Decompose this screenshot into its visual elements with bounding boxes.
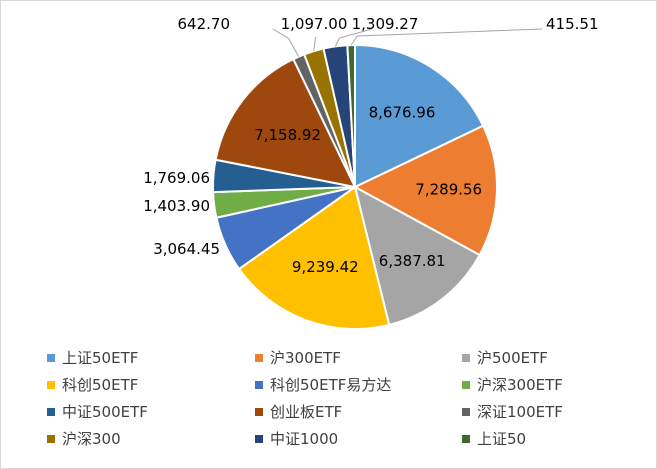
legend-swatch (47, 408, 55, 416)
legend-item: 科创50ETF (47, 376, 138, 394)
legend-label: 沪深300 (62, 430, 121, 448)
data-label: 642.70 (178, 15, 231, 33)
legend-label: 科创50ETF (62, 376, 138, 394)
legend-swatch (255, 435, 263, 443)
legend-label: 中证500ETF (62, 403, 148, 421)
legend-swatch (47, 381, 55, 389)
pie-slice (238, 186, 391, 330)
leader-line (272, 28, 300, 57)
pie-slice (354, 124, 498, 257)
leader-line (334, 28, 373, 47)
legend-label: 上证50ETF (62, 349, 138, 367)
legend-item: 科创50ETF易方达 (255, 376, 391, 394)
legend-item: 沪深300 (47, 430, 121, 448)
legend-label: 深证100ETF (477, 403, 563, 421)
data-label: 1,309.27 (352, 15, 419, 33)
legend-swatch (255, 408, 263, 416)
legend-swatch (255, 381, 263, 389)
legend-label: 上证50 (477, 430, 526, 448)
legend-label: 中证1000 (270, 430, 338, 448)
data-label: 7,158.92 (254, 126, 321, 144)
legend-swatch (462, 354, 470, 362)
legend-item: 中证1000 (255, 430, 338, 448)
pie-slice (214, 58, 356, 188)
legend-item: 上证50 (462, 430, 526, 448)
legend-label: 科创50ETF易方达 (270, 376, 391, 394)
legend-item: 沪500ETF (462, 349, 548, 367)
legend-item: 沪300ETF (255, 349, 341, 367)
legend-swatch (462, 435, 470, 443)
legend-label: 创业板ETF (270, 403, 342, 421)
data-label: 415.51 (546, 15, 599, 33)
legend-swatch (462, 381, 470, 389)
legend-label: 沪500ETF (477, 349, 548, 367)
legend-swatch (47, 354, 55, 362)
data-label: 9,239.42 (292, 258, 359, 276)
legend-item: 上证50ETF (47, 349, 138, 367)
legend-label: 沪300ETF (270, 349, 341, 367)
legend-swatch (255, 354, 263, 362)
data-labels: 8,676.96 7,289.56 6,387.81 9,239.42 3,064.45… (143, 15, 598, 276)
leader-line (350, 28, 543, 46)
legend-swatch (462, 408, 470, 416)
data-label: 1,403.90 (143, 197, 210, 215)
data-label: 6,387.81 (379, 252, 446, 270)
legend-item: 沪深300ETF (462, 376, 563, 394)
legend-item: 创业板ETF (255, 403, 342, 421)
data-label: 1,097.00 (281, 15, 348, 33)
pie-slice (354, 44, 485, 188)
pie-slice (354, 186, 481, 326)
data-label: 3,064.45 (153, 240, 220, 258)
data-label: 7,289.56 (415, 181, 482, 199)
data-label: 1,769.06 (143, 169, 210, 187)
legend-item: 深证100ETF (462, 403, 563, 421)
pie-slices (212, 44, 498, 330)
legend-swatch (47, 435, 55, 443)
legend-label: 沪深300ETF (477, 376, 563, 394)
data-label: 8,676.96 (369, 104, 436, 122)
legend-item: 中证500ETF (47, 403, 148, 421)
leader-line (313, 36, 317, 52)
leader-lines (272, 28, 543, 57)
